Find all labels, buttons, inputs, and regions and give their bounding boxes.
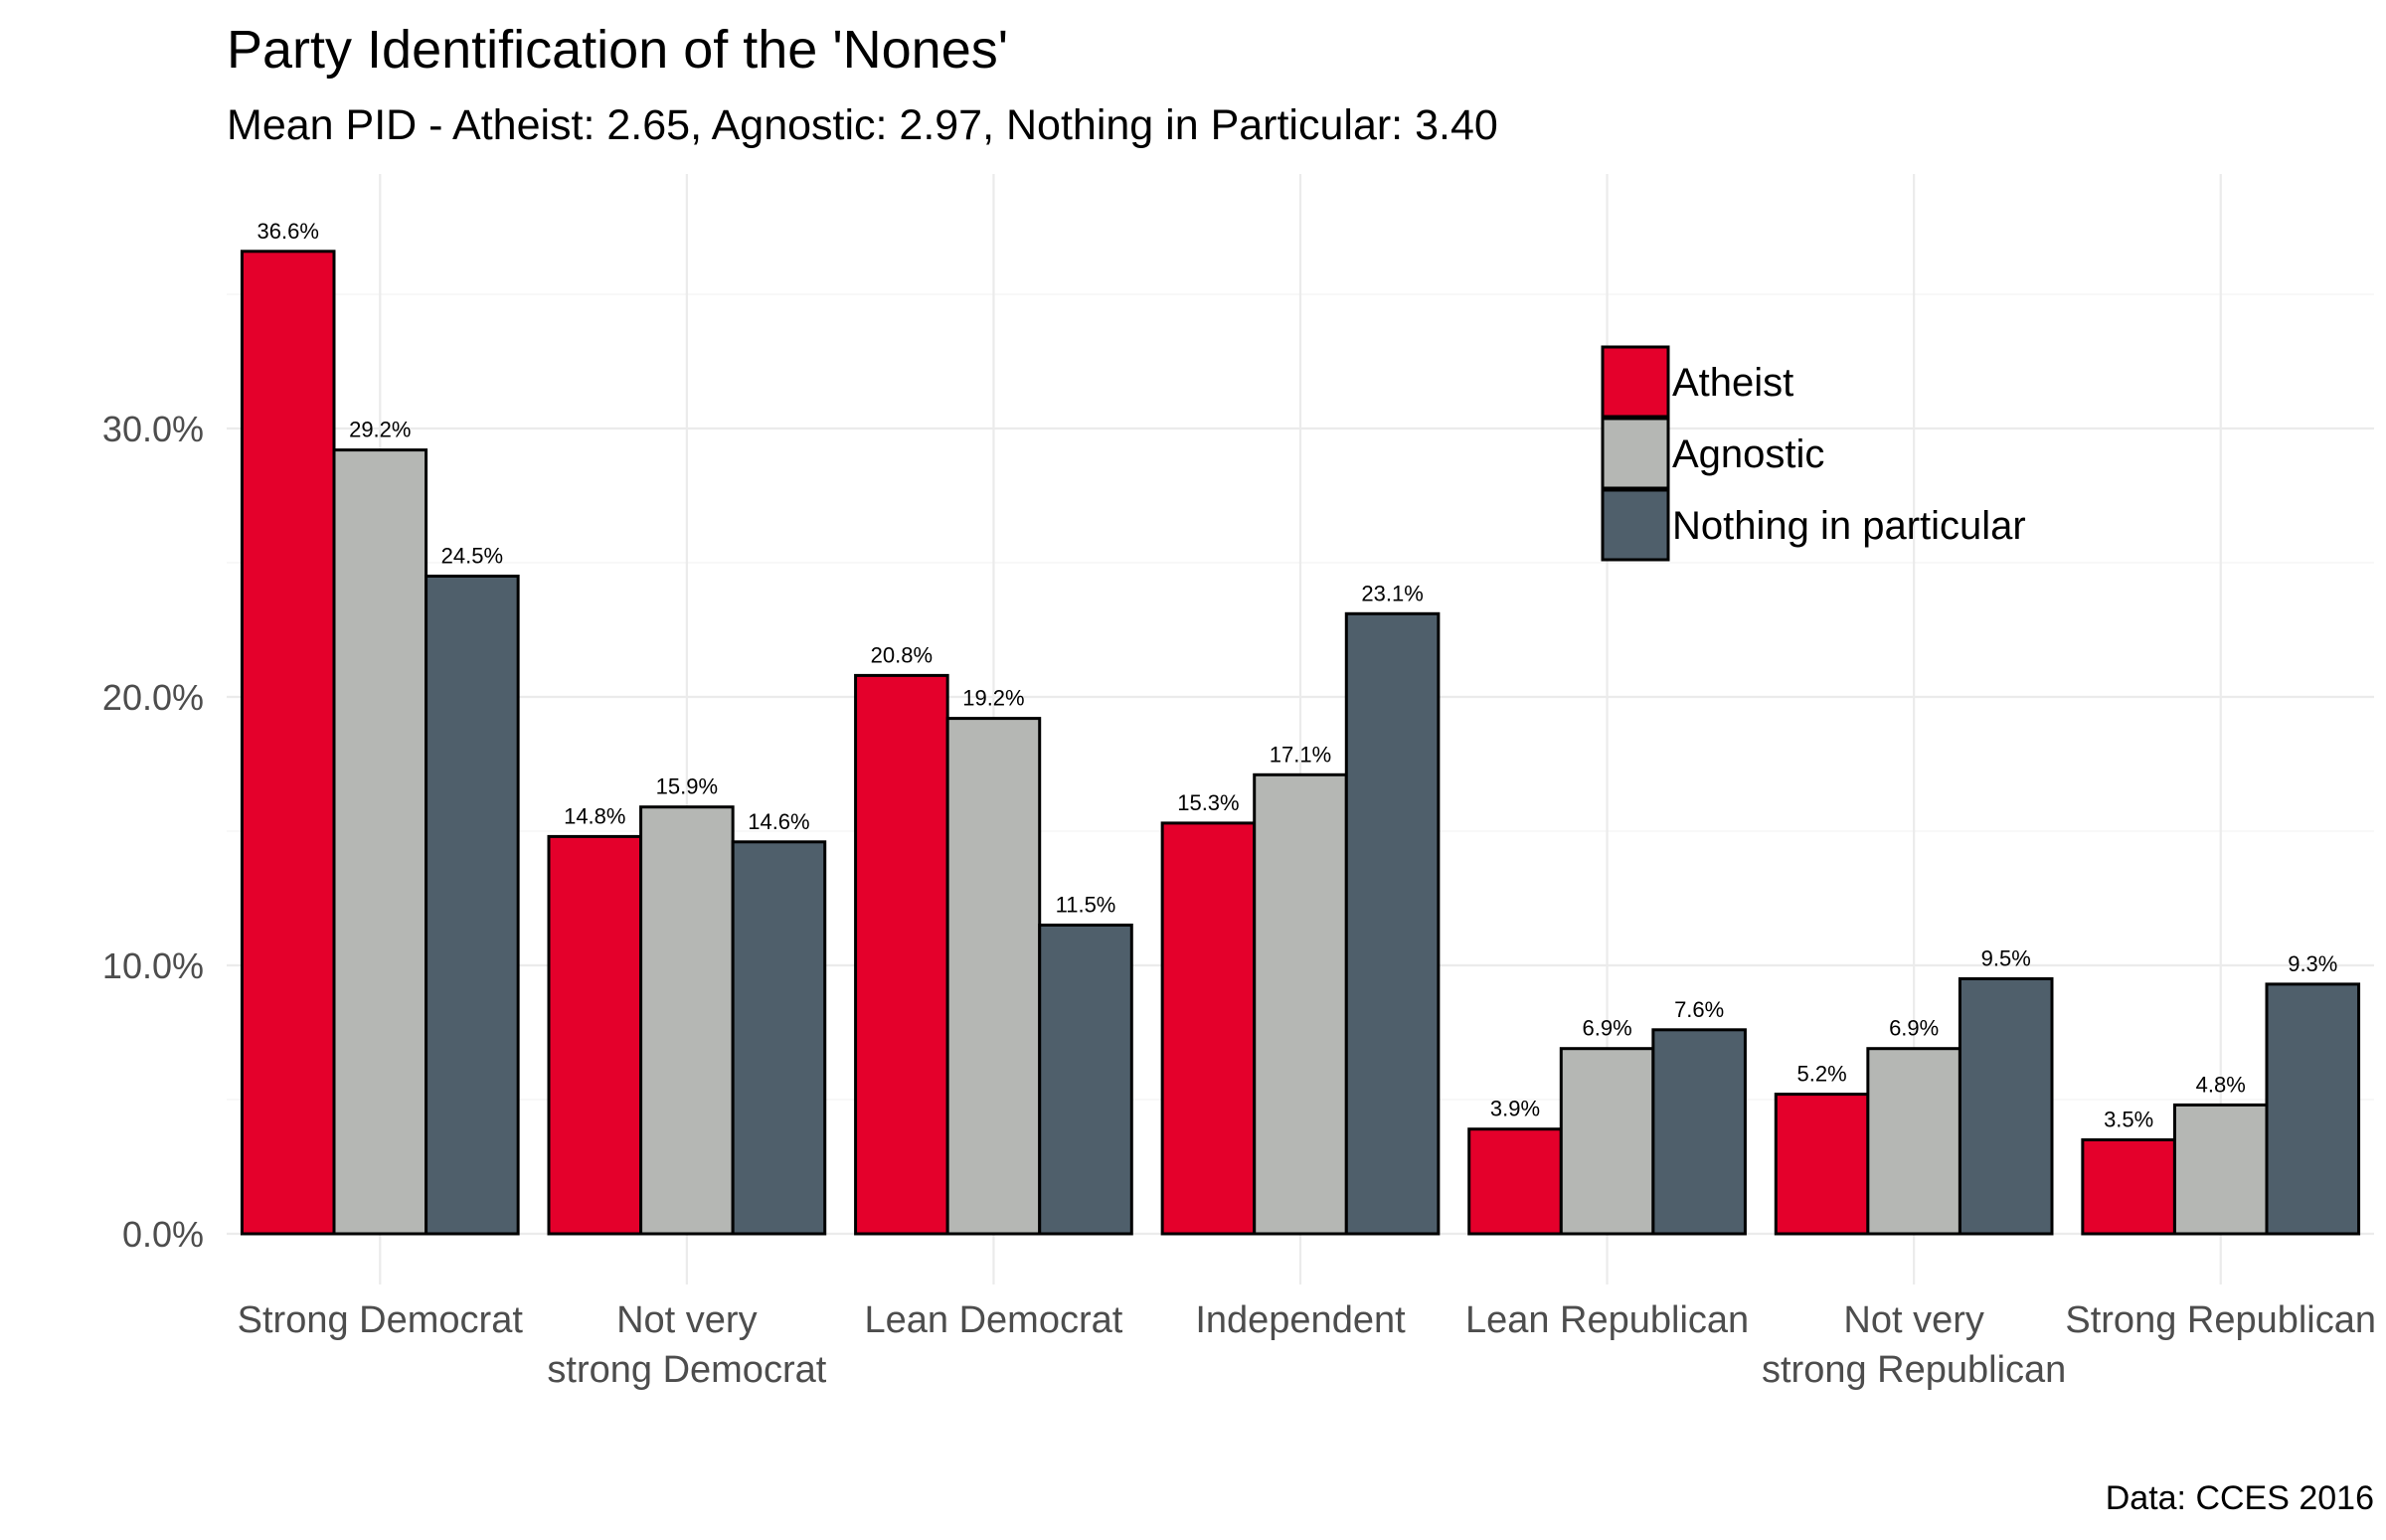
x-tick-label: strong Republican (1762, 1349, 2066, 1391)
chart-subtitle: Mean PID - Atheist: 2.65, Agnostic: 2.97… (227, 101, 1498, 149)
data-label: 14.8% (564, 803, 625, 828)
bar (1344, 611, 1441, 1236)
data-label: 24.5% (441, 544, 503, 569)
bar (332, 448, 428, 1236)
bar (945, 717, 1042, 1236)
data-label: 29.2% (349, 418, 411, 442)
x-tick-label: Lean Republican (1465, 1299, 1749, 1341)
bar (1958, 977, 2054, 1236)
x-tick-label: Strong Republican (2065, 1299, 2376, 1341)
legend-label: Nothing in particular (1672, 504, 2026, 548)
data-label: 15.3% (1177, 790, 1239, 815)
bar (1559, 1047, 1655, 1236)
data-label: 20.8% (871, 642, 933, 667)
data-label: 19.2% (962, 686, 1024, 711)
bar (547, 834, 643, 1236)
data-label: 14.6% (748, 809, 809, 834)
x-axis-ticks: Strong Democrat Not very strong Democrat Le… (238, 1299, 2376, 1391)
bar-labels: 36.6% 29.2% 24.5% 14.8% 15.9% 14.6% 20.8% 19.2%… (257, 219, 2338, 1132)
bar (1866, 1047, 1961, 1236)
data-label: 3.9% (1490, 1097, 1540, 1121)
data-label: 36.6% (257, 219, 319, 244)
bar (854, 673, 949, 1236)
data-label: 4.8% (2196, 1072, 2246, 1097)
data-label: 23.1% (1361, 581, 1423, 605)
data-label: 11.5% (1056, 893, 1116, 918)
data-label: 9.3% (2288, 951, 2337, 976)
bar (425, 575, 520, 1236)
legend-key (1601, 345, 1670, 419)
bar (1651, 1028, 1747, 1236)
bar (639, 805, 735, 1236)
x-tick-label: Independent (1195, 1299, 1406, 1341)
chart-caption: Data: CCES 2016 (2106, 1479, 2374, 1517)
y-tick-label: 30.0% (102, 409, 204, 449)
bar (1774, 1093, 1870, 1236)
x-tick-label: Lean Democrat (865, 1299, 1123, 1341)
chart-title: Party Identification of the 'Nones' (227, 20, 1008, 80)
legend-label: Atheist (1672, 361, 1793, 405)
x-tick-label: Not very (1843, 1299, 1983, 1341)
data-label: 15.9% (656, 774, 718, 799)
data-label: 9.5% (1981, 946, 2031, 971)
data-label: 5.2% (1796, 1062, 1846, 1087)
legend: Atheist Agnostic Nothing in particular (1601, 345, 2026, 562)
legend-label: Agnostic (1672, 432, 1824, 476)
bar (240, 250, 336, 1236)
bar (2265, 982, 2361, 1236)
data-label: 7.6% (1674, 997, 1724, 1022)
data-label: 3.5% (2104, 1108, 2153, 1132)
bar (2081, 1138, 2176, 1236)
y-tick-label: 0.0% (122, 1214, 204, 1255)
legend-key (1601, 488, 1670, 562)
y-tick-label: 20.0% (102, 677, 204, 718)
data-label: 17.1% (1270, 742, 1331, 767)
y-tick-label: 10.0% (102, 945, 204, 986)
bar (1160, 821, 1257, 1236)
bar (2172, 1103, 2269, 1236)
bar (1038, 924, 1133, 1236)
bar (1467, 1127, 1563, 1236)
x-tick-label: Not very (616, 1299, 757, 1341)
bar (731, 840, 827, 1236)
y-axis-ticks: 0.0% 10.0% 20.0% 30.0% (102, 409, 204, 1255)
legend-key (1601, 417, 1670, 490)
bar (1253, 772, 1348, 1236)
data-label: 6.9% (1889, 1016, 1939, 1041)
bars (240, 250, 2361, 1236)
x-tick-label: strong Democrat (547, 1349, 826, 1391)
x-tick-label: Strong Democrat (238, 1299, 524, 1341)
data-label: 6.9% (1582, 1016, 1631, 1041)
